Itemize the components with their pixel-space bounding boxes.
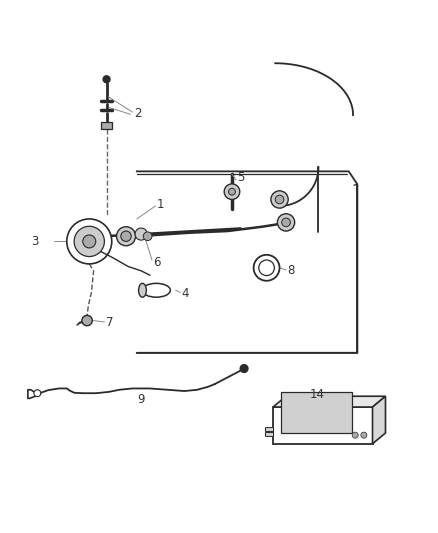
Text: 5: 5 — [237, 171, 245, 184]
Circle shape — [34, 390, 41, 397]
Circle shape — [277, 214, 295, 231]
Polygon shape — [273, 396, 385, 407]
Circle shape — [121, 231, 131, 241]
Bar — [265, 432, 273, 437]
Bar — [265, 426, 273, 431]
Circle shape — [352, 432, 358, 438]
Text: 2: 2 — [134, 107, 141, 120]
Circle shape — [143, 232, 152, 240]
Text: 8: 8 — [287, 264, 295, 277]
Circle shape — [259, 260, 274, 276]
Circle shape — [117, 227, 135, 246]
Text: 9: 9 — [137, 393, 145, 406]
Circle shape — [282, 218, 290, 227]
Circle shape — [361, 432, 367, 438]
Circle shape — [254, 255, 279, 281]
Circle shape — [240, 365, 248, 373]
Text: 14: 14 — [310, 387, 325, 401]
Text: 3: 3 — [31, 235, 38, 248]
Circle shape — [229, 188, 236, 195]
Text: 6: 6 — [153, 256, 161, 269]
Text: 4: 4 — [181, 287, 189, 300]
Ellipse shape — [142, 284, 170, 297]
Circle shape — [135, 228, 147, 240]
Circle shape — [224, 184, 240, 199]
Bar — [101, 122, 112, 129]
Text: 7: 7 — [106, 316, 113, 329]
Polygon shape — [372, 396, 385, 444]
Circle shape — [271, 191, 288, 208]
Ellipse shape — [138, 284, 146, 297]
Circle shape — [67, 219, 112, 264]
Circle shape — [82, 316, 92, 326]
Text: 1: 1 — [157, 198, 164, 211]
Circle shape — [275, 195, 284, 204]
Bar — [281, 392, 352, 433]
Bar — [273, 407, 372, 444]
Circle shape — [83, 235, 96, 248]
Circle shape — [103, 76, 110, 83]
Circle shape — [74, 227, 104, 256]
